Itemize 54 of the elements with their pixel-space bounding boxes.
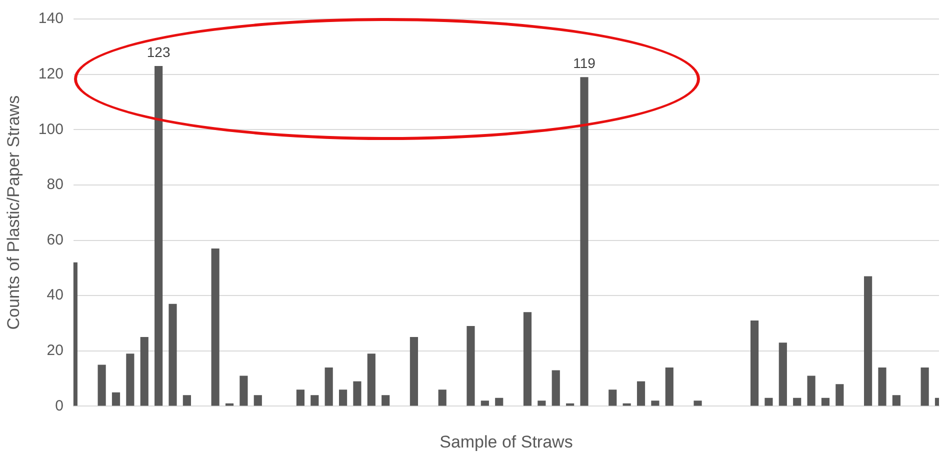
bar: [750, 320, 759, 406]
bar: [892, 395, 900, 406]
y-tick-label: 60: [46, 231, 64, 248]
bar: [778, 342, 787, 406]
bar: [296, 390, 305, 406]
y-tick-label: 140: [38, 10, 64, 28]
bar: [112, 392, 120, 406]
bar: [438, 390, 446, 406]
bar: [310, 395, 319, 406]
bar: [410, 337, 418, 406]
y-axis-title: Counts of Plastic/Paper Straws: [4, 95, 23, 330]
y-tick-label: 100: [38, 120, 64, 138]
bar: [254, 395, 262, 406]
bar: [338, 390, 348, 406]
bar: [807, 376, 816, 406]
bar: [98, 364, 106, 406]
bar: [538, 400, 546, 406]
bar: [694, 400, 702, 406]
y-tick-label: 120: [38, 65, 64, 82]
bar: [240, 376, 248, 406]
bar: [878, 367, 886, 406]
bar: [324, 367, 333, 406]
bar: [920, 367, 929, 406]
bar: [353, 381, 362, 406]
y-tick-label: 80: [46, 176, 64, 194]
bar: [466, 326, 475, 406]
bar: [764, 398, 773, 406]
bar: [665, 367, 674, 406]
bar: [367, 354, 376, 406]
bar: [821, 398, 830, 406]
y-tick-label: 20: [46, 342, 64, 360]
bar: [211, 248, 220, 406]
bar: [552, 370, 560, 406]
bar: [636, 381, 646, 406]
bar: [651, 400, 660, 406]
bar: [836, 384, 844, 406]
data-label: 119: [573, 54, 596, 71]
bar: [140, 337, 148, 406]
bar: [126, 354, 134, 406]
bar: [154, 66, 163, 406]
bar: [608, 390, 617, 406]
x-axis-title: Sample of Straws: [440, 432, 573, 452]
bar: [480, 400, 489, 406]
data-label: 123: [146, 44, 170, 60]
y-tick-label: 0: [55, 397, 64, 414]
bar: [793, 398, 802, 406]
bar: [382, 395, 390, 406]
bar: [580, 77, 588, 406]
bar: [182, 395, 191, 406]
bar: [168, 304, 177, 406]
y-tick-label: 40: [46, 286, 64, 304]
bar: [523, 312, 532, 406]
bar: [495, 398, 504, 406]
bar: [864, 276, 872, 406]
